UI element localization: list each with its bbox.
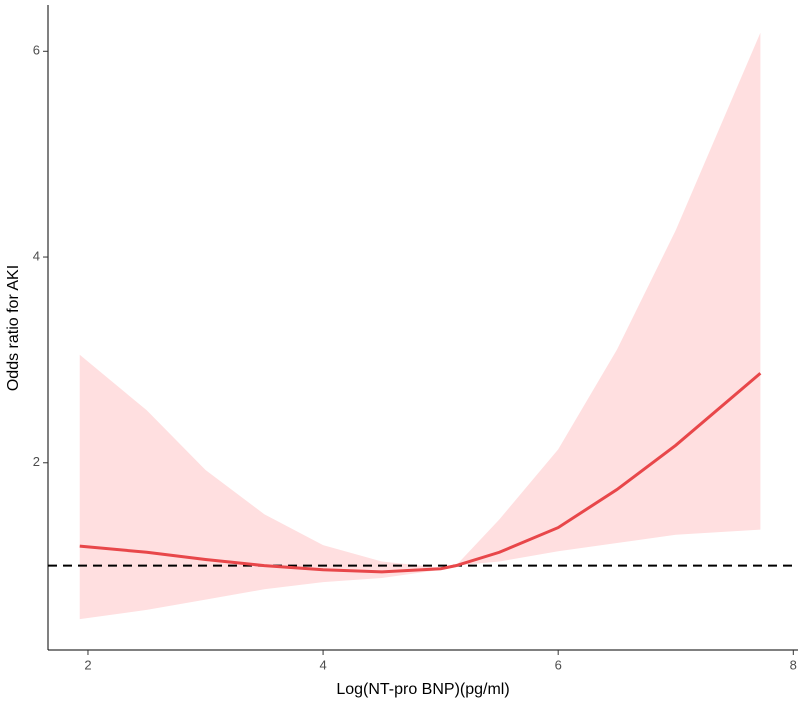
y-tick-label: 4 [33, 248, 40, 263]
x-tick-label: 6 [555, 657, 562, 672]
x-tick-label: 2 [84, 657, 91, 672]
y-axis-title: Odds ratio for AKI [5, 265, 22, 391]
y-tick-label: 2 [33, 454, 40, 469]
spline-line [79, 372, 762, 574]
x-axis-title: Log(NT-pro BNP)(pg/ml) [336, 681, 509, 698]
x-tick-label: 4 [319, 657, 326, 672]
x-tick-label: 8 [790, 657, 797, 672]
confidence-band [79, 32, 761, 620]
y-tick-label: 6 [33, 43, 40, 58]
